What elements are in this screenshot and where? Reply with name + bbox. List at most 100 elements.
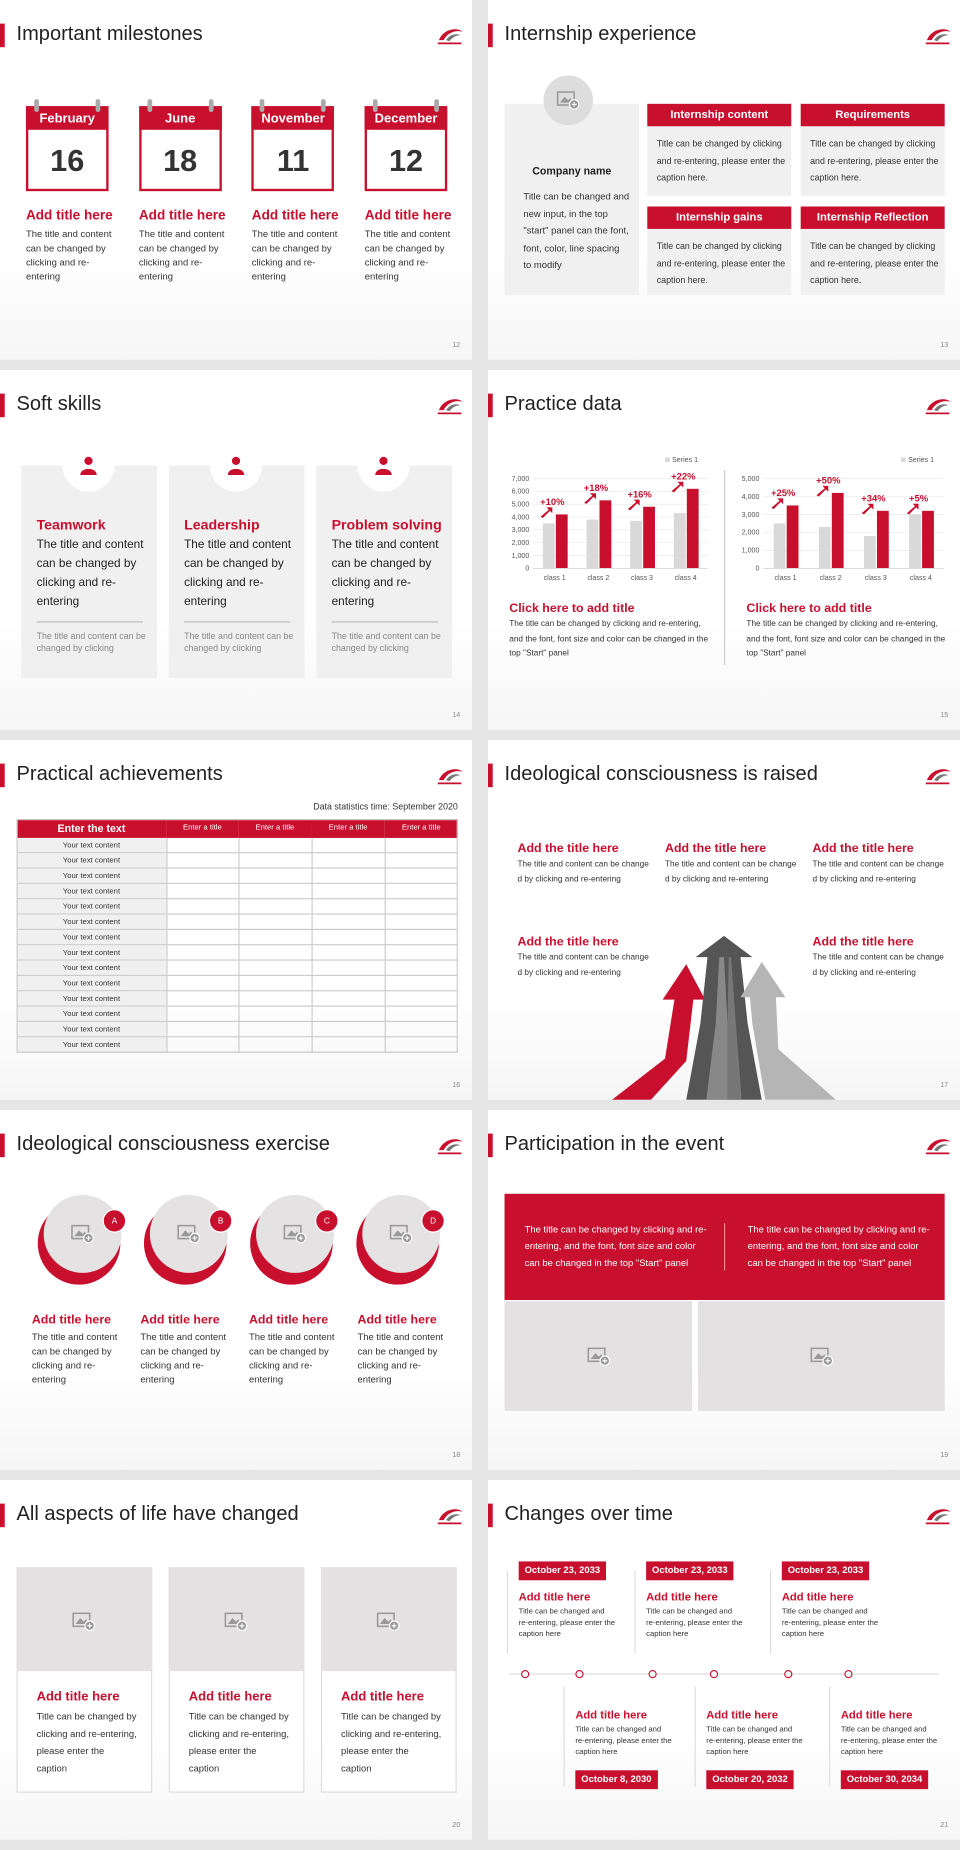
table-cell — [311, 837, 385, 854]
card — [168, 465, 305, 678]
connector — [770, 1570, 772, 1654]
table-cell — [166, 868, 239, 884]
annotation: +18% — [584, 482, 609, 493]
logo — [434, 766, 465, 787]
item-heading: Add title here — [31, 1312, 112, 1328]
bar — [555, 514, 568, 569]
skill-glyph — [80, 456, 97, 476]
event-heading: Add title here — [781, 1590, 854, 1604]
page-number: 21 — [940, 1822, 949, 1830]
title-bar — [0, 23, 5, 48]
card — [316, 465, 452, 678]
table-note: Data statistics time: September 2020 — [313, 801, 458, 812]
icon-frame — [224, 1612, 243, 1628]
x-tick-label: class 3 — [865, 574, 887, 582]
table-cell — [166, 899, 239, 915]
card-heading: Add title here — [341, 1690, 424, 1705]
icon-mountain — [379, 1618, 393, 1624]
y-tick-label: 1,000 — [512, 552, 530, 560]
connector — [829, 1686, 831, 1787]
slide-title: All aspects of life have changed — [16, 1502, 299, 1525]
box-text: Title can be changed by clicking and re-… — [656, 240, 786, 286]
table-cell — [238, 976, 312, 992]
slide: Participation in the event 19 The title ca… — [488, 1110, 960, 1470]
event-text: Title can be changed and re-entering, pl… — [781, 1607, 879, 1639]
image-box — [504, 1301, 693, 1411]
icon-frame — [71, 1224, 90, 1240]
logo — [434, 26, 465, 47]
box-header: Internship Reflection — [800, 206, 945, 229]
table-row-label: Your text content — [16, 883, 167, 900]
timeline-dot — [575, 1669, 584, 1679]
logo-text-line — [437, 1522, 462, 1525]
table-border — [16, 819, 458, 1053]
table-cell — [384, 914, 458, 930]
panel-text: The title can be changed by clicking and… — [524, 1224, 707, 1269]
image-icon — [177, 1224, 201, 1244]
table-cell — [311, 929, 385, 946]
page-number: 15 — [940, 712, 949, 720]
x-tick-label: class 4 — [675, 574, 697, 582]
arrow-light — [740, 961, 837, 1100]
item-text: The title and content can be changed by … — [31, 1331, 118, 1385]
legend-label: Series 1 — [672, 456, 698, 464]
glyph-head — [231, 456, 241, 465]
y-tick-label: 6,000 — [512, 488, 530, 496]
bar — [909, 514, 921, 569]
icon-frame — [72, 1612, 91, 1628]
box-text: Title can be changed by clicking and re-… — [810, 240, 939, 286]
slide: Internship experience 13 Company name Title… — [488, 0, 960, 360]
logo-swoosh — [926, 29, 951, 41]
table-cell — [311, 1006, 385, 1023]
table-header-cell: Enter a title — [311, 819, 385, 838]
annotation-arrow — [671, 481, 684, 493]
table-cell — [238, 837, 312, 854]
table-cell — [384, 960, 458, 976]
item-text: The title and content can be changed by … — [364, 228, 451, 283]
panel-divider — [724, 1223, 726, 1271]
logo-text-line — [925, 412, 950, 415]
logo-text-line — [437, 412, 462, 415]
table-header-cell: Enter a title — [384, 819, 458, 838]
slide-title: Internship experience — [504, 22, 697, 45]
bar — [542, 523, 555, 569]
timeline-dot — [784, 1669, 793, 1679]
image-placeholder — [224, 1612, 248, 1632]
table-cell — [384, 976, 458, 992]
arrow-stripe — [727, 957, 742, 1100]
image-icon — [71, 1224, 94, 1244]
connector — [506, 1570, 509, 1654]
logo-swoosh — [438, 29, 463, 41]
table-row-label: Your text content — [16, 899, 167, 915]
slide-title: Participation in the event — [504, 1132, 725, 1155]
slide-title: Practice data — [504, 392, 622, 415]
item-heading: Add title here — [251, 208, 339, 224]
table-cell — [166, 976, 239, 992]
table-cell — [311, 991, 385, 1007]
slide: Soft skills 14 Teamwork The title and conte… — [0, 370, 472, 730]
item-text: The title and content can be changed by … — [248, 1331, 335, 1385]
page-number: 13 — [940, 342, 949, 350]
divider — [724, 470, 726, 665]
table-cell — [238, 991, 312, 1007]
timeline — [509, 1673, 939, 1675]
skill-glyph — [227, 456, 245, 476]
connector — [634, 1570, 636, 1654]
event-heading: Add title here — [518, 1590, 591, 1604]
table-cell — [238, 868, 312, 884]
glyph-head — [84, 456, 93, 465]
table-cell — [166, 929, 239, 946]
icon-frame — [389, 1224, 408, 1240]
item-heading: Add the title here — [812, 934, 914, 949]
icon-frame — [586, 1347, 605, 1363]
logo-mark — [437, 1509, 463, 1525]
event-heading: Add title here — [646, 1590, 718, 1604]
event-text: Title can be changed and re-entering, pl… — [646, 1607, 743, 1639]
logo-text-line — [925, 42, 950, 45]
table-cell — [166, 991, 239, 1007]
table-row-label: Your text content — [16, 960, 167, 976]
arrows-graphic — [611, 935, 837, 1100]
page-number: 19 — [940, 1452, 949, 1460]
annotation: +5% — [909, 492, 929, 503]
logo-swoosh — [934, 1514, 949, 1522]
